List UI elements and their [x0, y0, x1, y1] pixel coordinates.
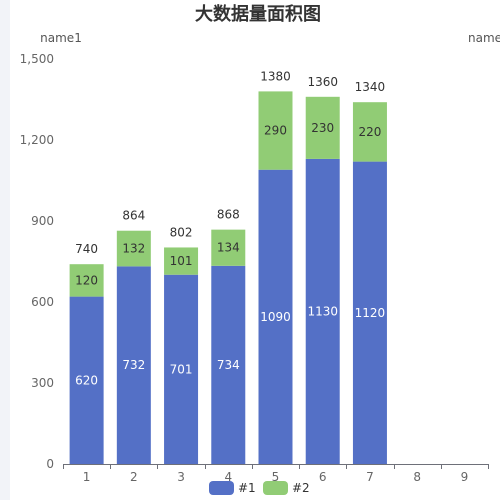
- bar-value-label: 132: [122, 242, 145, 256]
- data-labels: 620 120 740 732 132 864 701 101 802 734 134 868 1090…: [75, 69, 385, 387]
- y-tick-label: 300: [31, 376, 54, 390]
- bar-total-label: 864: [122, 209, 145, 223]
- x-tick-label: 5: [272, 470, 280, 484]
- bar-value-label: 290: [264, 124, 287, 138]
- bar-value-label: 134: [217, 241, 240, 255]
- bar-segment-series-2[interactable]: [116, 230, 151, 267]
- bar-value-label: 620: [75, 373, 98, 387]
- legend-swatch: [263, 481, 288, 495]
- bar-segment-series-2[interactable]: [305, 96, 340, 159]
- bar-segment-series-1[interactable]: [258, 169, 293, 464]
- bar-segment-series-2[interactable]: [352, 102, 387, 162]
- y-tick-label: 1,200: [20, 133, 54, 147]
- bar-total-label: 1360: [307, 75, 338, 89]
- x-tick-label: 8: [413, 470, 421, 484]
- bar-total-label: 740: [75, 242, 98, 256]
- bar-segment-series-2[interactable]: [258, 91, 293, 170]
- bar-value-label: 230: [311, 121, 334, 135]
- legend-label: #1: [238, 481, 256, 495]
- y-axis-name-right: name: [468, 31, 500, 45]
- bar-value-label: 101: [170, 254, 193, 268]
- bars: [69, 91, 387, 464]
- bar-value-label: 1130: [307, 304, 338, 318]
- x-tick-label: 3: [177, 470, 185, 484]
- legend-item-series-1[interactable]: #1: [209, 481, 256, 495]
- bar-segment-series-1[interactable]: [69, 296, 104, 464]
- x-tick-label: 2: [130, 470, 138, 484]
- bar-segment-series-1[interactable]: [116, 266, 151, 464]
- bar-total-label: 868: [217, 208, 240, 222]
- bar-segment-series-2[interactable]: [69, 264, 104, 297]
- bar-total-label: 1380: [260, 69, 291, 83]
- bar-segment-series-1[interactable]: [211, 265, 246, 464]
- bar-segment-series-1[interactable]: [164, 274, 199, 464]
- bar-value-label: 1090: [260, 310, 291, 324]
- y-tick-label: 900: [31, 214, 54, 228]
- legend-item-series-2[interactable]: #2: [263, 481, 310, 495]
- bar-total-label: 1340: [355, 80, 386, 94]
- bar-segment-series-2[interactable]: [211, 229, 246, 266]
- x-tick-label: 9: [461, 470, 469, 484]
- y-axis-name: name1: [40, 31, 82, 45]
- bar-value-label: 120: [75, 273, 98, 287]
- bar-value-label: 701: [170, 362, 193, 376]
- x-tick-label: 1: [83, 470, 91, 484]
- left-side-strip: [0, 0, 10, 500]
- bar-segment-series-1[interactable]: [305, 158, 340, 464]
- bar-value-label: 220: [358, 125, 381, 139]
- y-tick-label: 1,500: [20, 52, 54, 66]
- x-tick-label: 4: [224, 470, 232, 484]
- y-tick-label: 600: [31, 295, 54, 309]
- chart-title: 大数据量面积图: [195, 3, 321, 25]
- x-tick-label: 6: [319, 470, 327, 484]
- x-axis: 1 2 3 4 5 6 7 8 9: [63, 464, 489, 484]
- x-tick-label: 7: [366, 470, 374, 484]
- bar-value-label: 1120: [355, 306, 386, 320]
- legend-label: #2: [292, 481, 310, 495]
- legend[interactable]: #1 #2: [209, 481, 310, 495]
- bar-value-label: 734: [217, 358, 240, 372]
- bar-total-label: 802: [170, 225, 193, 239]
- bar-segment-series-2[interactable]: [164, 247, 199, 275]
- bar-segment-series-1[interactable]: [352, 161, 387, 464]
- bar-value-label: 732: [122, 358, 145, 372]
- legend-swatch: [209, 481, 234, 495]
- y-tick-label: 0: [46, 457, 54, 471]
- y-axis: 0 300 600 900 1,200 1,500: [20, 52, 54, 471]
